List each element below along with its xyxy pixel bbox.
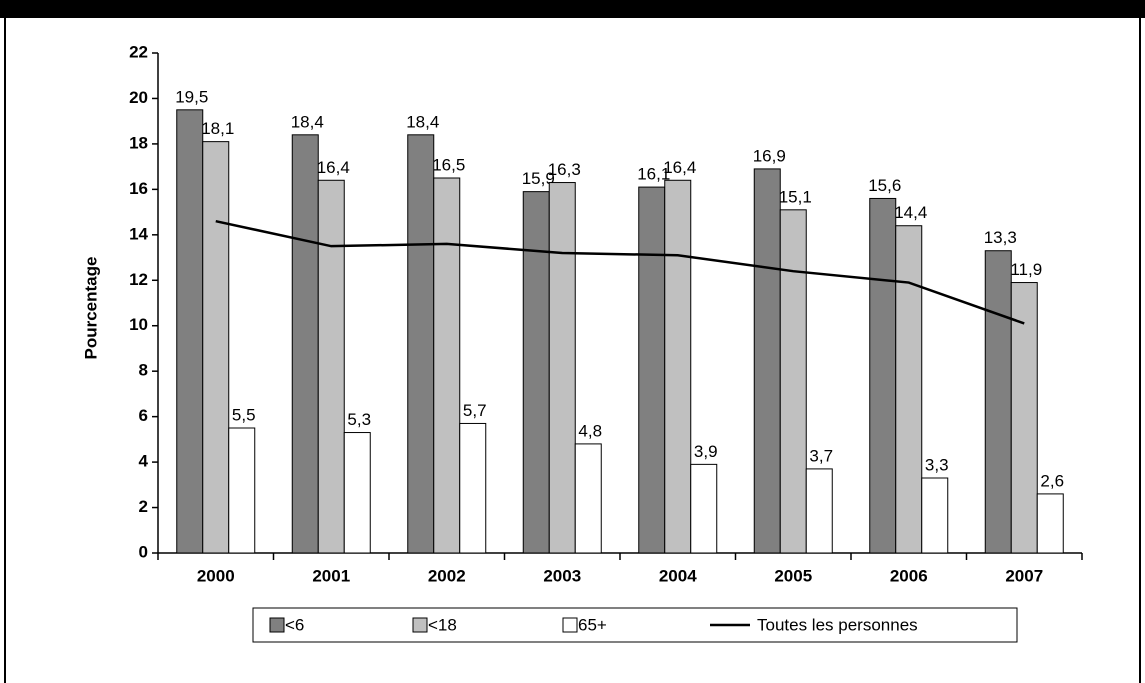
legend-swatch bbox=[412, 617, 428, 633]
bar bbox=[779, 209, 807, 554]
value-label: 16,1 bbox=[637, 165, 670, 184]
value-label: 16,4 bbox=[663, 158, 696, 177]
line bbox=[215, 219, 1025, 325]
legend-box bbox=[252, 607, 1018, 643]
bar bbox=[317, 179, 345, 554]
value-label: 16,4 bbox=[317, 158, 350, 177]
y-tick-label: 16 bbox=[129, 179, 148, 198]
value-label: 16,9 bbox=[753, 146, 786, 165]
value-label: 15,1 bbox=[779, 187, 812, 206]
value-label: 15,6 bbox=[868, 176, 901, 195]
y-tick-label: 8 bbox=[139, 361, 148, 380]
value-label: 5,3 bbox=[347, 410, 371, 429]
y-tick-label: 10 bbox=[129, 315, 148, 334]
value-label: 18,4 bbox=[406, 112, 439, 131]
bar bbox=[638, 186, 666, 554]
bar bbox=[805, 468, 833, 554]
bar bbox=[433, 177, 461, 554]
legend-swatch bbox=[269, 617, 285, 633]
value-label: 4,8 bbox=[578, 421, 602, 440]
x-tick-label: 2000 bbox=[197, 566, 235, 585]
value-label: 15,9 bbox=[522, 169, 555, 188]
value-label: 11,9 bbox=[1010, 260, 1042, 279]
bar bbox=[522, 191, 550, 554]
bar bbox=[407, 134, 435, 554]
bar bbox=[895, 225, 923, 554]
value-label: 18,4 bbox=[291, 112, 324, 131]
bar bbox=[1036, 493, 1064, 554]
bar bbox=[459, 422, 487, 554]
x-tick-label: 2004 bbox=[659, 566, 697, 585]
bar bbox=[548, 182, 576, 554]
bar bbox=[921, 477, 949, 554]
value-label: 3,9 bbox=[694, 442, 718, 461]
y-tick-label: 2 bbox=[139, 497, 148, 516]
bar bbox=[1010, 282, 1038, 554]
value-label: 14,4 bbox=[894, 203, 927, 222]
bar bbox=[753, 168, 781, 554]
y-tick-label: 18 bbox=[129, 133, 148, 152]
value-label: 19,5 bbox=[175, 87, 208, 106]
bar bbox=[343, 432, 371, 554]
value-label: 18,1 bbox=[201, 119, 234, 138]
value-label: 16,3 bbox=[548, 160, 581, 179]
y-tick-label: 14 bbox=[129, 224, 148, 243]
y-tick-label: 0 bbox=[139, 542, 148, 561]
legend-label: <18 bbox=[428, 615, 457, 634]
legend-label: 65+ bbox=[578, 615, 607, 634]
value-label: 3,3 bbox=[925, 455, 949, 474]
legend-swatch bbox=[562, 617, 578, 633]
value-label: 16,5 bbox=[432, 155, 465, 174]
x-tick-label: 2001 bbox=[312, 566, 350, 585]
legend-label: <6 bbox=[285, 615, 304, 634]
y-tick-label: 6 bbox=[139, 406, 148, 425]
value-label: 2,6 bbox=[1040, 471, 1064, 490]
bar bbox=[690, 463, 718, 554]
bar bbox=[984, 250, 1012, 554]
x-tick-label: 2007 bbox=[1005, 566, 1043, 585]
y-tick-label: 4 bbox=[139, 452, 149, 471]
y-tick-label: 12 bbox=[129, 270, 148, 289]
x-tick-label: 2005 bbox=[774, 566, 812, 585]
bar bbox=[291, 134, 319, 554]
bar bbox=[574, 443, 602, 554]
y-tick-label: 20 bbox=[129, 88, 148, 107]
value-label: 5,5 bbox=[232, 405, 256, 424]
y-axis-label: Pourcentage bbox=[81, 257, 100, 360]
legend-label: Toutes les personnes bbox=[757, 615, 918, 634]
bar bbox=[176, 109, 204, 554]
value-label: 5,7 bbox=[463, 401, 487, 420]
x-tick-label: 2002 bbox=[428, 566, 466, 585]
frame-top bbox=[0, 0, 1145, 18]
value-label: 13,3 bbox=[984, 228, 1017, 247]
value-label: 3,7 bbox=[809, 446, 833, 465]
bar bbox=[202, 141, 230, 554]
bar bbox=[664, 179, 692, 554]
bar bbox=[869, 197, 897, 554]
x-tick-label: 2003 bbox=[543, 566, 581, 585]
bar bbox=[228, 427, 256, 554]
x-tick-label: 2006 bbox=[890, 566, 928, 585]
y-tick-label: 22 bbox=[129, 42, 148, 61]
